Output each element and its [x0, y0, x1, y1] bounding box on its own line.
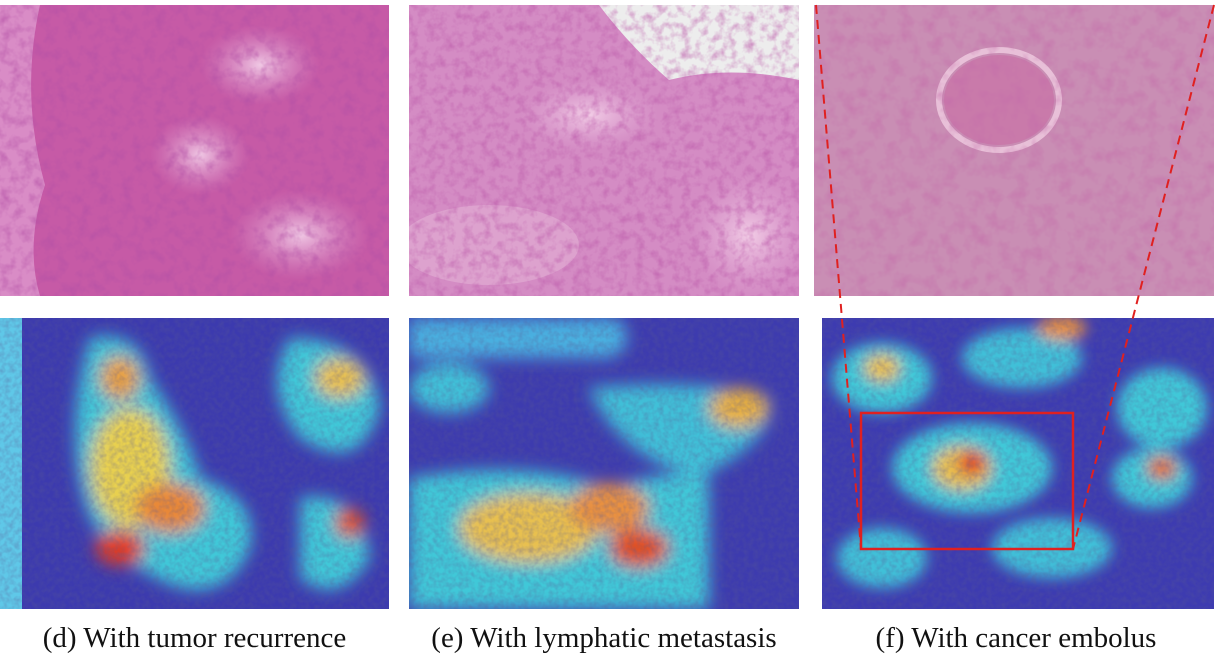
caption-cancer-embolus: (f) With cancer embolus — [875, 622, 1157, 654]
heatmap-tumor-recurrence — [0, 318, 389, 609]
caption-tumor-recurrence: (d) With tumor recurrence — [42, 622, 347, 654]
caption-lymphatic-metastasis: (e) With lymphatic metastasis — [431, 622, 777, 654]
heatmap-lymphatic-metastasis — [409, 318, 799, 609]
he-image-lymphatic-metastasis — [409, 5, 799, 296]
he-image-cancer-embolus — [814, 5, 1214, 296]
he-image-tumor-recurrence — [0, 5, 389, 296]
heatmap-cancer-embolus — [822, 318, 1214, 609]
